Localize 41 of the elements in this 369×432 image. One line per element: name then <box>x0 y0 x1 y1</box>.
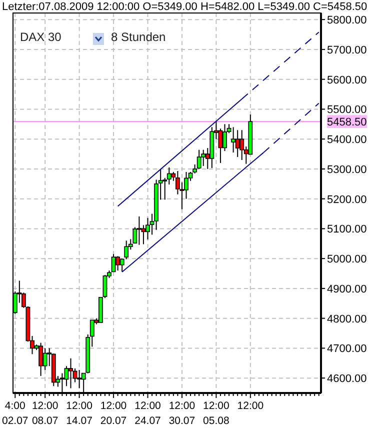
chart-title: Letzter:07.08.2009 12:00:00 O=5349.00 H=5482.00 L=5349.00 C=5458.50 <box>2 1 368 13</box>
y-tick-label: 4900.00 <box>327 283 367 296</box>
y-tick-label: 5100.00 <box>327 224 367 236</box>
text: DAX 30 <box>20 30 62 44</box>
x-tick-label: 12:00 14.07 <box>66 400 93 427</box>
candlestick <box>201 149 206 166</box>
x-tick-label: 4:00 02.07 <box>2 400 28 427</box>
y-tick-label: 5300.00 <box>327 164 367 176</box>
candlestick <box>77 369 82 389</box>
candlestick <box>64 366 69 387</box>
y-tick-label: 5000.00 <box>327 254 367 266</box>
candlestick <box>196 149 202 170</box>
candlestick <box>136 216 142 246</box>
x-tick-label: 12:00 05.08 <box>203 400 230 427</box>
x-tick-label: 12:00 <box>237 400 264 412</box>
candlestick <box>231 126 236 154</box>
x-tick-label: 12:00 08.07 <box>32 400 58 427</box>
y-tick-label: 5600.00 <box>327 74 367 86</box>
candlestick <box>68 358 73 389</box>
x-tick-label: 12:00 30.07 <box>168 400 196 427</box>
candlestick <box>235 130 240 158</box>
y-tick-label: 5700.00 <box>327 44 367 56</box>
candlestick <box>116 256 120 272</box>
y-tick-label: 5200.00 <box>327 194 367 206</box>
y-tick-label: 4600.00 <box>327 373 367 386</box>
y-tick-label: 5500.00 <box>327 104 367 116</box>
candlestick <box>42 348 48 370</box>
candlestick <box>38 342 44 376</box>
x-tick-label: 12:00 20.07 <box>100 400 127 427</box>
candlestick <box>146 217 150 240</box>
candlestick <box>240 130 244 160</box>
candlestick <box>218 128 223 164</box>
y-tick-label: 5800.00 <box>327 14 367 27</box>
annotation: 8 Stunden <box>111 30 166 44</box>
y-tick-label: 5400.00 <box>327 134 367 146</box>
ref-line-label: 5458.50 <box>327 116 367 129</box>
candlestick <box>180 182 184 210</box>
candlestick <box>222 124 227 152</box>
y-tick-label: 4800.00 <box>327 313 367 326</box>
y-tick-label: 4700.00 <box>327 343 367 356</box>
x-tick-label: 12:00 24.07 <box>134 400 162 427</box>
